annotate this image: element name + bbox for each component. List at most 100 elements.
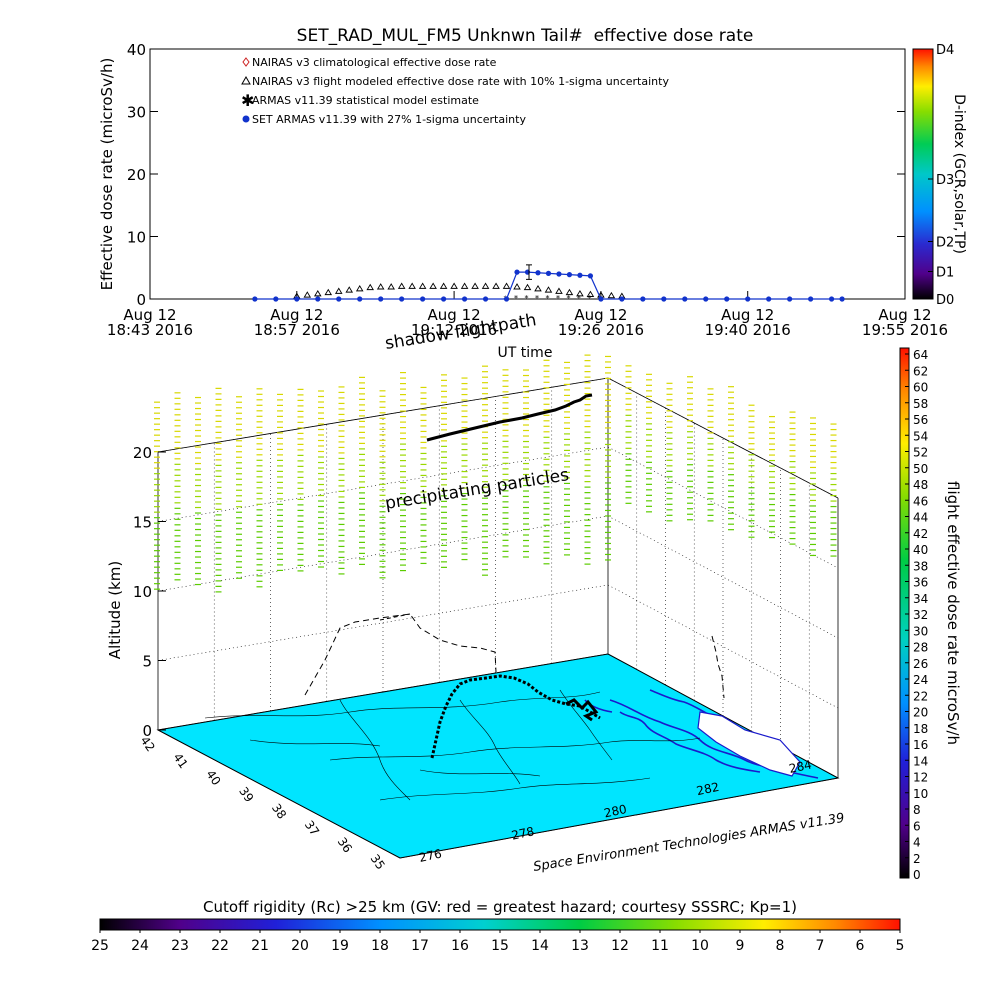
cutoff-rigidity-tick-label: 14 [531, 938, 549, 954]
land-white-patch [697, 711, 801, 777]
dose-rate-colorbar-label: flight effective dose rate microSv/h [944, 481, 962, 745]
latitude-tick-label: 39 [236, 784, 256, 805]
d-index-tick-label: D3 [936, 173, 954, 188]
nairas-point [565, 288, 574, 296]
x-tick-label: 18:57 2016 [254, 321, 340, 339]
dose-rate-tick-label: 56 [913, 413, 928, 427]
armas-point [482, 296, 489, 302]
armas-point [535, 270, 541, 276]
nairas-point [345, 286, 354, 293]
longitude-tick-label: 276 [418, 846, 443, 864]
dose-rate-tick-label: 8 [913, 803, 921, 817]
nairas-point [418, 282, 427, 289]
x-tick-label: Aug 12 [428, 306, 481, 324]
dose-rate-tick-label: 40 [913, 543, 928, 557]
armas-point [682, 296, 688, 302]
shadow-flightpath-dashed [304, 613, 497, 696]
x-tick-label: Aug 12 [721, 306, 774, 324]
latitude-tick-label: 41 [170, 751, 190, 772]
armas-point [357, 296, 363, 302]
armas-point [294, 296, 300, 302]
cutoff-rigidity-tick-label: 6 [856, 938, 865, 954]
nairas-point [366, 283, 375, 291]
dose-rate-tick-label: 20 [913, 706, 928, 720]
dose-rate-gradient [899, 347, 910, 879]
x-tick-label: 18:43 2016 [107, 321, 193, 339]
cutoff-rigidity-tick-label: 16 [451, 938, 469, 954]
altitude-tick-label: 5 [142, 653, 152, 671]
nairas-point [376, 283, 385, 290]
dose-rate-tick-label: 48 [913, 478, 928, 492]
nairas-point [523, 283, 532, 291]
cutoff-rigidity-tick-label: 20 [291, 938, 309, 954]
dose-rate-tick-label: 2 [913, 852, 921, 866]
armas-point [661, 296, 667, 302]
cutoff-rigidity-colorbar: Cutoff rigidity (Rc) >25 km (GV: red = g… [91, 898, 904, 954]
y-tick-label: 0 [136, 291, 146, 309]
armas-model-point: * [587, 294, 591, 303]
armas-model-point: * [545, 294, 549, 303]
nairas-point [334, 287, 343, 294]
series-layer: ********** [252, 264, 845, 303]
cutoff-rigidity-tick-label: 11 [651, 938, 669, 954]
latitude-tick-label: 40 [203, 767, 223, 788]
x-tick-label: Aug 12 [574, 306, 627, 324]
dose-rate-ticks: 0246810121416182022242628303234363840424… [905, 348, 928, 882]
wall-gridline [607, 515, 839, 639]
legend-label: NAIRAS v3 flight modeled effective dose … [252, 75, 669, 88]
longitude-tick-label: 284 [788, 757, 813, 775]
cutoff-rigidity-ticks: 25 24 23 22 21 20 19 18 17 16 15 14 13 12 11 10 9 8 7 6 5 [91, 930, 904, 954]
legend-marker-diamond [242, 57, 250, 67]
cutoff-rigidity-tick-label: 25 [91, 938, 109, 954]
armas-point [378, 296, 384, 302]
cutoff-rigidity-tick-label: 9 [736, 938, 745, 954]
d-index-tick-label: D2 [936, 236, 954, 251]
d-index-tick-label: D4 [936, 43, 954, 58]
cutoff-rigidity-tick-label: 5 [896, 938, 905, 954]
cutoff-rigidity-tick-label: 15 [491, 938, 509, 954]
dose-rate-colorbar: 0246810121416182022242628303234363840424… [899, 347, 962, 882]
cutoff-rigidity-tick-label: 22 [211, 938, 229, 954]
cutoff-rigidity-tick-label: 13 [571, 938, 589, 954]
dose-rate-tick-label: 36 [913, 576, 928, 590]
legend-label: NAIRAS v3 climatological effective dose … [252, 56, 497, 69]
altitude-tick-label: 15 [133, 514, 152, 532]
x-tick-label: 19:40 2016 [705, 321, 791, 339]
armas-point [724, 296, 730, 302]
dose-rate-tick-label: 28 [913, 641, 928, 655]
armas-point [766, 296, 772, 302]
armas-point [640, 296, 646, 302]
armas-point [619, 296, 625, 302]
armas-point [808, 296, 814, 302]
legend-marker-asterisk: ✱ [241, 91, 254, 110]
cutoff-rigidity-tick-label: 12 [611, 938, 629, 954]
x-tick-label: Aug 12 [270, 306, 323, 324]
dose-rate-tick-label: 58 [913, 397, 928, 411]
y-tick-label: 40 [127, 41, 146, 59]
d-index-tick-label: D1 [936, 266, 954, 281]
dose-rate-tick-label: 26 [913, 657, 928, 671]
longitude-tick-label: 280 [603, 802, 628, 820]
armas-point [745, 296, 751, 302]
y-tick-label: 20 [127, 166, 146, 184]
d-index-label: D-index (GCR,solar,TP) [951, 94, 967, 254]
x-tick-label: 19:26 2016 [558, 321, 644, 339]
armas-point [252, 296, 258, 302]
nairas-point [607, 291, 616, 299]
altitude-tick-label: 10 [133, 583, 152, 601]
latitude-tick-label: 35 [368, 852, 388, 873]
legend-marker-dot [242, 115, 250, 123]
longitude-ticks: 276 278 280 282 284 [418, 757, 813, 864]
nairas-point [450, 282, 458, 289]
armas-point [273, 296, 279, 302]
cutoff-rigidity-label: Cutoff rigidity (Rc) >25 km (GV: red = g… [203, 898, 797, 916]
armas-model-point: * [566, 294, 570, 303]
dose-rate-tick-label: 34 [913, 592, 928, 606]
altitude-axis-label: Altitude (km) [106, 561, 124, 659]
ground-flightpath [430, 674, 601, 759]
altitude-3d-panel: shadow flightpath precipitating particle… [106, 310, 846, 875]
legend-marker-triangle [241, 75, 251, 85]
dose-rate-tick-label: 44 [913, 511, 928, 525]
